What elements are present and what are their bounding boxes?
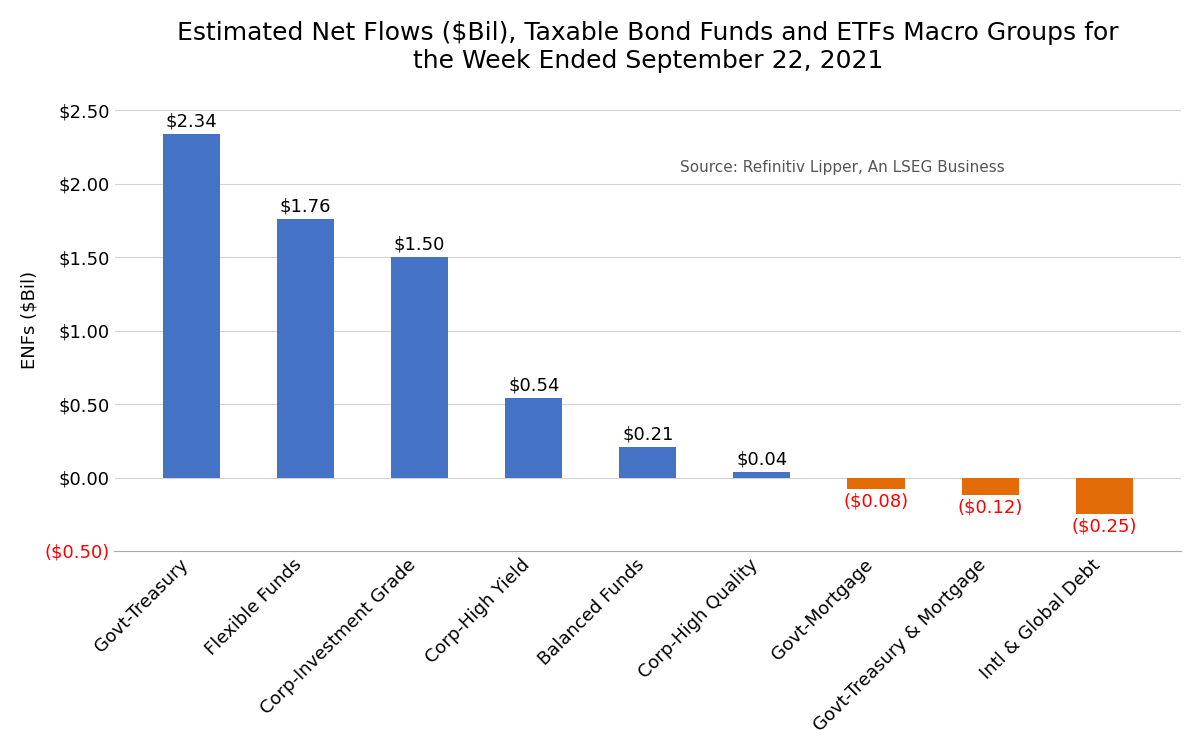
Bar: [391, 257, 448, 478]
Text: ($0.25): ($0.25): [1071, 518, 1137, 536]
Text: ($0.08): ($0.08): [844, 493, 909, 511]
Text: ($0.12): ($0.12): [957, 499, 1023, 517]
Bar: [619, 447, 677, 478]
Text: $1.50: $1.50: [394, 236, 446, 254]
Title: Estimated Net Flows ($Bil), Taxable Bond Funds and ETFs Macro Groups for
the Wee: Estimated Net Flows ($Bil), Taxable Bond…: [177, 21, 1119, 73]
Text: $0.21: $0.21: [623, 425, 673, 443]
Y-axis label: ENFs ($Bil): ENFs ($Bil): [20, 271, 38, 369]
Text: Source: Refinitiv Lipper, An LSEG Business: Source: Refinitiv Lipper, An LSEG Busine…: [680, 160, 1005, 175]
Bar: [505, 398, 563, 478]
Text: $1.76: $1.76: [280, 197, 332, 215]
Bar: [278, 219, 334, 478]
Bar: [1076, 478, 1132, 514]
Bar: [847, 478, 905, 489]
Text: $0.04: $0.04: [737, 450, 787, 468]
Bar: [163, 134, 220, 478]
Bar: [962, 478, 1018, 495]
Text: $2.34: $2.34: [166, 113, 218, 130]
Bar: [733, 472, 791, 478]
Text: $0.54: $0.54: [508, 376, 559, 395]
